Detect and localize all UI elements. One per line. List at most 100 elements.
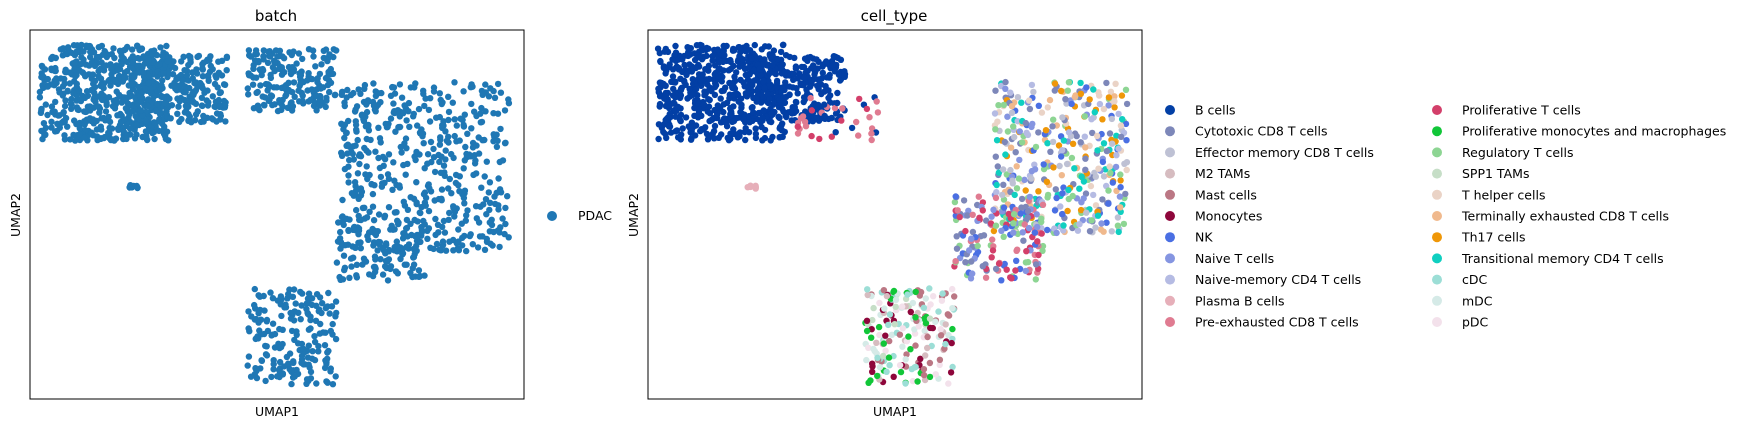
- scatter-point: [216, 89, 223, 97]
- scatter-point: [856, 95, 863, 103]
- scatter-point: [1008, 103, 1016, 110]
- scatter-point: [377, 256, 384, 263]
- scatter-point: [281, 69, 288, 76]
- scatter-point: [401, 102, 408, 109]
- scatter-point: [282, 304, 290, 311]
- scatter-point: [1034, 223, 1041, 231]
- scatter-point: [446, 238, 453, 245]
- scatter-point: [870, 304, 877, 312]
- scatter-point: [52, 98, 59, 106]
- scatter-point: [288, 69, 295, 76]
- scatter-point: [407, 84, 414, 91]
- scatter-point: [767, 105, 774, 113]
- scatter-point: [1115, 145, 1122, 152]
- scatter-point: [327, 65, 334, 73]
- scatter-point: [166, 95, 173, 102]
- scatter-point: [1035, 102, 1043, 110]
- scatter-point: [466, 232, 473, 240]
- scatter-point: [700, 101, 708, 108]
- scatter-point: [932, 318, 939, 325]
- scatter-point: [328, 303, 336, 310]
- scatter-point: [398, 94, 406, 101]
- scatter-point: [329, 381, 337, 388]
- scatter-point: [798, 63, 805, 71]
- scatter-point: [1122, 120, 1130, 128]
- y-axis-label: UMAP2: [8, 193, 23, 237]
- scatter-point: [283, 91, 290, 99]
- scatter-point: [672, 107, 680, 115]
- scatter-point: [1122, 86, 1130, 94]
- scatter-point: [926, 359, 934, 367]
- scatter-point: [343, 142, 350, 149]
- scatter-point: [770, 47, 778, 54]
- scatter-point: [874, 372, 881, 380]
- scatter-point: [666, 123, 674, 130]
- scatter-point: [816, 135, 823, 143]
- x-axis-label: UMAP1: [255, 404, 299, 419]
- scatter-point: [1059, 190, 1066, 197]
- scatter-point: [656, 100, 664, 108]
- scatter-point: [921, 376, 929, 384]
- scatter-point: [189, 90, 196, 97]
- scatter-point: [154, 100, 161, 108]
- scatter-point: [283, 353, 291, 361]
- scatter-point: [1117, 204, 1124, 211]
- scatter-point: [163, 42, 170, 50]
- scatter-point: [307, 313, 314, 320]
- scatter-point: [213, 110, 221, 117]
- scatter-point: [1117, 184, 1124, 191]
- scatter-point: [249, 81, 257, 88]
- scatter-point: [1024, 131, 1032, 139]
- scatter-point: [222, 118, 229, 125]
- scatter-point: [718, 78, 725, 85]
- scatter-point: [461, 187, 469, 194]
- scatter-point: [274, 107, 282, 115]
- scatter-point: [270, 360, 277, 368]
- scatter-point: [1023, 248, 1030, 255]
- scatter-point: [990, 206, 997, 213]
- scatter-point: [413, 179, 420, 186]
- scatter-point: [953, 245, 961, 252]
- scatter-point: [1100, 105, 1108, 113]
- scatter-point: [448, 150, 455, 158]
- scatter-point: [36, 88, 44, 96]
- scatter-point: [482, 81, 489, 88]
- scatter-point: [865, 344, 872, 351]
- scatter-point: [455, 238, 462, 245]
- scatter-point: [1021, 176, 1028, 183]
- scatter-point: [967, 275, 975, 282]
- scatter-point: [53, 79, 60, 87]
- scatter-point: [481, 246, 489, 253]
- scatter-point: [892, 296, 900, 303]
- legend-marker: [1165, 189, 1175, 200]
- scatter-point: [993, 181, 1000, 189]
- scatter-point: [1022, 187, 1029, 194]
- scatter-point: [387, 263, 395, 270]
- scatter-point: [979, 263, 986, 270]
- scatter-point: [261, 102, 268, 109]
- scatter-point: [425, 181, 432, 188]
- scatter-point: [267, 53, 274, 60]
- scatter-point: [215, 58, 222, 65]
- scatter-point: [1117, 122, 1125, 129]
- scatter-point: [992, 194, 1000, 202]
- scatter-point: [982, 274, 990, 281]
- scatter-point: [451, 213, 458, 220]
- scatter-point: [426, 118, 434, 125]
- legend-marker: [1165, 147, 1175, 158]
- scatter-point: [1051, 80, 1059, 87]
- scatter-point: [1007, 89, 1014, 96]
- legend-label: Regulatory T cells: [1462, 145, 1574, 160]
- scatter-point: [107, 82, 114, 89]
- scatter-point: [780, 108, 787, 115]
- scatter-point: [974, 242, 981, 250]
- scatter-point: [1103, 147, 1111, 155]
- scatter-point: [740, 116, 747, 123]
- scatter-point: [715, 73, 722, 80]
- scatter-point: [313, 107, 320, 114]
- scatter-point: [499, 215, 506, 222]
- scatter-point: [100, 114, 107, 122]
- scatter-point: [308, 301, 316, 309]
- scatter-point: [461, 200, 468, 207]
- scatter-point: [403, 117, 410, 124]
